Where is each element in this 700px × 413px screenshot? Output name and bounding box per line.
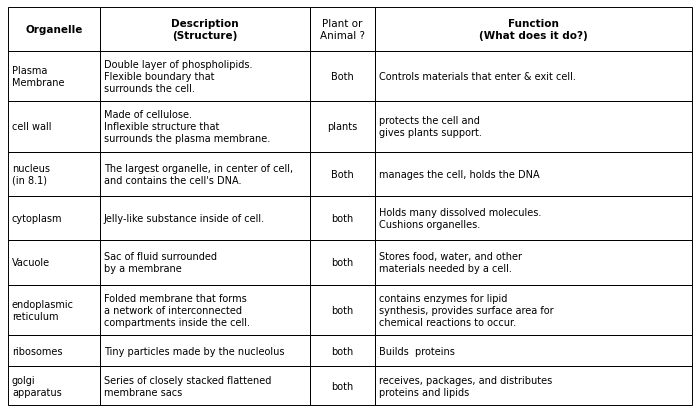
Bar xyxy=(374,241,692,285)
Bar xyxy=(99,285,310,335)
Bar xyxy=(99,102,310,152)
Text: golgi
apparatus: golgi apparatus xyxy=(12,375,62,397)
Bar xyxy=(8,197,99,241)
Text: Both: Both xyxy=(331,169,354,179)
Text: receives, packages, and distributes
proteins and lipids: receives, packages, and distributes prot… xyxy=(379,375,552,397)
Text: both: both xyxy=(331,214,354,223)
Bar xyxy=(310,52,375,102)
Text: both: both xyxy=(331,258,354,268)
Text: Sac of fluid surrounded
by a membrane: Sac of fluid surrounded by a membrane xyxy=(104,252,217,274)
Bar xyxy=(8,335,99,367)
Text: Controls materials that enter & exit cell.: Controls materials that enter & exit cel… xyxy=(379,72,575,82)
Bar xyxy=(374,197,692,241)
Bar xyxy=(99,367,310,405)
Text: Series of closely stacked flattened
membrane sacs: Series of closely stacked flattened memb… xyxy=(104,375,271,397)
Bar xyxy=(8,241,99,285)
Text: Function
(What does it do?): Function (What does it do?) xyxy=(479,19,588,41)
Text: protects the cell and
gives plants support.: protects the cell and gives plants suppo… xyxy=(379,116,482,138)
Text: cell wall: cell wall xyxy=(12,122,52,132)
Text: Holds many dissolved molecules.
Cushions organelles.: Holds many dissolved molecules. Cushions… xyxy=(379,208,541,230)
Bar xyxy=(374,367,692,405)
Bar xyxy=(310,285,375,335)
Bar xyxy=(310,335,375,367)
Bar xyxy=(374,152,692,197)
Bar xyxy=(310,152,375,197)
Bar xyxy=(310,197,375,241)
Text: both: both xyxy=(331,346,354,356)
Bar xyxy=(310,8,375,52)
Bar xyxy=(8,285,99,335)
Text: Folded membrane that forms
a network of interconnected
compartments inside the c: Folded membrane that forms a network of … xyxy=(104,293,250,327)
Text: Jelly-like substance inside of cell.: Jelly-like substance inside of cell. xyxy=(104,214,265,223)
Text: Builds  proteins: Builds proteins xyxy=(379,346,454,356)
Text: The largest organelle, in center of cell,
and contains the cell's DNA.: The largest organelle, in center of cell… xyxy=(104,163,293,185)
Text: Made of cellulose.
Inflexible structure that
surrounds the plasma membrane.: Made of cellulose. Inflexible structure … xyxy=(104,110,270,144)
Text: Double layer of phospholipids.
Flexible boundary that
surrounds the cell.: Double layer of phospholipids. Flexible … xyxy=(104,60,252,94)
Text: Description
(Structure): Description (Structure) xyxy=(172,19,239,41)
Bar xyxy=(374,52,692,102)
Bar xyxy=(99,241,310,285)
Text: both: both xyxy=(331,305,354,315)
Text: cytoplasm: cytoplasm xyxy=(12,214,62,223)
Bar xyxy=(8,102,99,152)
Bar xyxy=(8,52,99,102)
Bar xyxy=(310,367,375,405)
Text: Stores food, water, and other
materials needed by a cell.: Stores food, water, and other materials … xyxy=(379,252,522,274)
Bar xyxy=(374,335,692,367)
Text: ribosomes: ribosomes xyxy=(12,346,62,356)
Bar xyxy=(99,52,310,102)
Bar xyxy=(99,335,310,367)
Bar xyxy=(99,197,310,241)
Text: Plant or
Animal ?: Plant or Animal ? xyxy=(320,19,365,41)
Bar xyxy=(99,8,310,52)
Bar xyxy=(310,102,375,152)
Text: Both: Both xyxy=(331,72,354,82)
Text: manages the cell, holds the DNA: manages the cell, holds the DNA xyxy=(379,169,539,179)
Text: nucleus
(in 8.1): nucleus (in 8.1) xyxy=(12,163,50,185)
Text: endoplasmic
reticulum: endoplasmic reticulum xyxy=(12,299,74,321)
Bar xyxy=(8,152,99,197)
Text: Organelle: Organelle xyxy=(25,25,83,35)
Text: contains enzymes for lipid
synthesis, provides surface area for
chemical reactio: contains enzymes for lipid synthesis, pr… xyxy=(379,293,553,327)
Bar xyxy=(99,152,310,197)
Text: plants: plants xyxy=(328,122,358,132)
Text: Tiny particles made by the nucleolus: Tiny particles made by the nucleolus xyxy=(104,346,284,356)
Bar xyxy=(374,102,692,152)
Bar xyxy=(374,8,692,52)
Text: both: both xyxy=(331,381,354,391)
Bar xyxy=(374,285,692,335)
Text: Plasma
Membrane: Plasma Membrane xyxy=(12,66,64,88)
Text: Vacuole: Vacuole xyxy=(12,258,50,268)
Bar xyxy=(310,241,375,285)
Bar xyxy=(8,367,99,405)
Bar xyxy=(8,8,99,52)
